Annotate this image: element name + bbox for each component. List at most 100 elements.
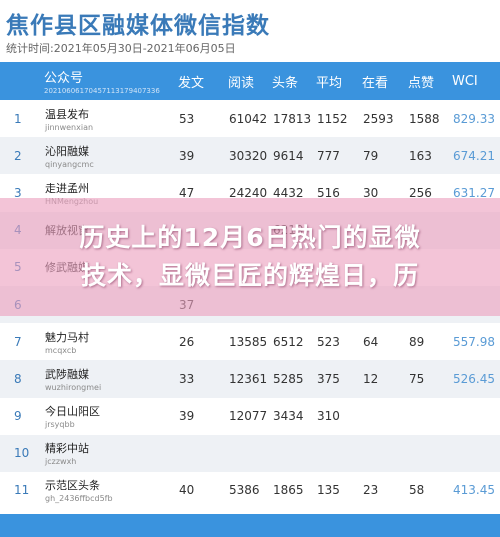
wci-cell: 631.27 [453,185,495,200]
account-name[interactable]: 精彩中站 [45,442,89,456]
watching-cell: 64 [363,334,379,349]
watching-cell: 12 [363,371,379,386]
account-id: jczzwxh [45,457,77,467]
headline-cell: 9614 [273,148,304,163]
reads-cell: 5386 [229,483,260,498]
account-id: qinyangcmc [45,159,94,169]
rank-cell: 9 [14,409,22,424]
col-avg-header: 平均 [316,75,343,91]
account-name[interactable]: 魅力马村 [45,330,89,344]
rank-cell: 1 [14,111,22,126]
avg-cell: 1152 [317,111,348,126]
page-title: 焦作县区融媒体微信指数 [6,13,270,39]
account-name[interactable]: 温县发布 [45,107,89,121]
account-cell: 温县发布 jinnwenxian [44,100,178,137]
rank-cell: 2 [14,148,22,163]
col-account-header: 公众号 20210606170457113179407336 [44,62,178,100]
account-id: jrsyqbb [45,420,75,430]
posts-cell [178,435,228,472]
posts-cell: 39 [179,409,195,424]
bottom-bar [0,514,500,537]
table-row[interactable]: 11 示范区头条 gh_2436ffbcd5fb 40 5386 1865 135 23 58 4… [0,472,500,509]
table-header-row: 公众号 20210606170457113179407336 发文 阅读 头条 … [0,62,500,100]
rank-cell: 3 [14,185,22,200]
likes-cell [408,435,452,472]
avg-cell: 523 [317,334,340,349]
account-id: jinnwenxian [45,122,94,132]
rank-cell: 10 [14,446,30,461]
reads-cell: 13585 [229,334,268,349]
table-row[interactable]: 9 今日山阳区 jrsyqbb 39 12077 3434 310 [0,398,500,435]
watching-cell [362,435,408,472]
headline-overlay-banner: 历史上的12月6日热门的显微 技术，显微巨匠的辉煌日，历 [0,198,500,316]
headline-cell: 3434 [273,409,304,424]
headline-cell [272,435,316,472]
reads-cell: 24240 [229,185,268,200]
reads-cell [228,435,272,472]
headline-cell: 5285 [273,371,304,386]
rank-cell: 11 [14,483,30,498]
rank-cell: 8 [14,371,22,386]
account-name[interactable]: 示范区头条 [45,479,100,493]
reads-cell: 30320 [229,148,268,163]
col-posts-header: 发文 [178,75,205,91]
posts-cell: 47 [179,185,195,200]
account-cell: 精彩中站 jczzwxh [44,435,178,472]
headline-cell: 6512 [273,334,304,349]
posts-cell: 33 [179,371,195,386]
watching-cell: 23 [363,483,379,498]
account-id: mcqxcb [45,345,77,355]
col-headline-header: 头条 [272,75,299,91]
table-row[interactable]: 10 精彩中站 jczzwxh [0,434,500,472]
avg-cell: 375 [317,371,340,386]
posts-cell: 40 [179,483,195,498]
table-row[interactable]: 1 温县发布 jinnwenxian 53 61042 17813 1152 2593 1588… [0,100,500,137]
likes-cell: 256 [409,185,432,200]
table-row[interactable]: 2 沁阳融媒 qinyangcmc 39 30320 9614 777 79 163 674.21 [0,137,500,175]
wci-cell [452,435,500,472]
col-reads-header: 阅读 [228,75,255,91]
col-wci-header: WCI [452,73,478,89]
avg-cell: 135 [317,483,340,498]
col-account-label: 公众号 [44,71,84,86]
watching-cell: 79 [363,148,379,163]
watching-cell: 30 [363,185,379,200]
col-likes-header: 点赞 [408,75,435,91]
likes-cell: 1588 [409,111,440,126]
posts-cell: 53 [179,111,195,126]
headline-cell: 4432 [273,185,304,200]
account-id: wuzhirongmei [45,382,102,392]
reads-cell: 12361 [229,371,268,386]
wci-cell [452,398,500,435]
likes-cell [408,398,452,435]
headline-cell: 17813 [273,111,312,126]
table-row[interactable]: 7 魅力马村 mcqxcb 26 13585 6512 523 64 89 557.98 [0,323,500,360]
wci-cell: 413.45 [453,483,495,498]
col-account-sub: 20210606170457113179407336 [44,87,160,95]
table-row[interactable]: 8 武陟融媒 wuzhirongmei 33 12361 5285 375 12 75 526.4… [0,360,500,398]
overlay-line-2: 技术，显微巨匠的辉煌日，历 [80,261,419,290]
reads-cell: 12077 [229,409,268,424]
avg-cell: 516 [317,185,340,200]
account-name[interactable]: 沁阳融媒 [45,144,89,158]
wci-cell: 674.21 [453,148,495,163]
account-name[interactable]: 武陟融媒 [45,367,89,381]
likes-cell: 89 [409,334,425,349]
watching-cell [362,398,408,435]
headline-cell: 1865 [273,483,304,498]
col-rank-header [0,62,44,100]
likes-cell: 58 [409,483,425,498]
account-name[interactable]: 今日山阳区 [45,405,100,419]
account-name[interactable]: 走进孟州 [45,181,89,195]
overlay-line-1: 历史上的12月6日热门的显微 [79,223,421,252]
stats-period: 统计时间:2021年05月30日-2021年06月05日 [6,42,236,55]
account-id: gh_2436ffbcd5fb [45,494,113,504]
reads-cell: 61042 [229,111,268,126]
avg-cell: 310 [317,409,340,424]
posts-cell: 39 [179,148,195,163]
account-cell: 魅力马村 mcqxcb [44,323,178,360]
wci-cell: 829.33 [453,111,495,126]
account-cell: 今日山阳区 jrsyqbb [44,398,178,435]
account-cell: 示范区头条 gh_2436ffbcd5fb [44,472,178,509]
likes-cell: 75 [409,371,425,386]
